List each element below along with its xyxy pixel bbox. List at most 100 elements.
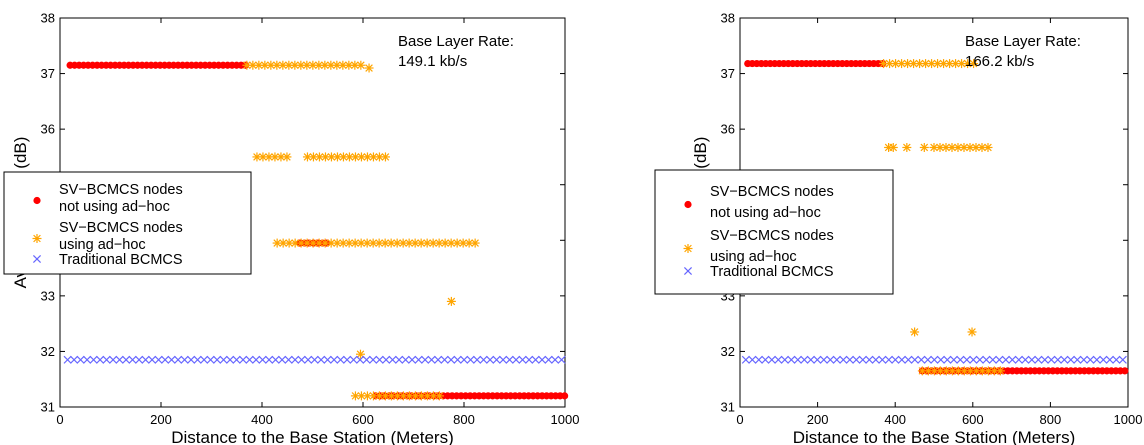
data-point [953, 142, 963, 152]
data-point [774, 355, 783, 364]
y-tick-label: 31 [721, 400, 735, 415]
x-axis-label: Distance to the Base Station (Meters) [793, 428, 1076, 445]
data-point [1105, 355, 1114, 364]
legend-label: not using ad−hoc [59, 199, 170, 215]
data-point [76, 355, 85, 364]
data-point [374, 238, 384, 248]
data-point [962, 355, 971, 364]
data-point [336, 355, 345, 364]
x-tick-label: 600 [352, 412, 374, 427]
data-point [943, 355, 952, 364]
data-point [969, 59, 979, 69]
y-tick-label: 31 [41, 400, 55, 415]
data-point [122, 355, 131, 364]
data-point [921, 59, 931, 69]
data-point [96, 355, 105, 364]
legend-label: not using ad−hoc [710, 205, 821, 221]
rate-annotation: Base Layer Rate: [965, 33, 1081, 50]
data-point [935, 142, 945, 152]
data-point [1047, 355, 1056, 364]
data-point [278, 355, 287, 364]
chart-2: 313233343536373802004006008001000Distanc… [654, 11, 1142, 445]
data-point [1092, 355, 1101, 364]
x-tick-label: 400 [884, 412, 906, 427]
data-point [1060, 355, 1069, 364]
data-point [401, 355, 410, 364]
data-point [282, 152, 292, 162]
x-tick-label: 600 [962, 412, 984, 427]
data-point [1021, 355, 1030, 364]
data-point [453, 355, 462, 364]
data-point [800, 355, 809, 364]
data-point [264, 152, 274, 162]
x-tick-label: 800 [453, 412, 475, 427]
data-point [832, 355, 841, 364]
data-point [878, 355, 887, 364]
data-point [871, 355, 880, 364]
series-2 [879, 59, 1005, 376]
data-point [408, 355, 417, 364]
rate-annotation: Base Layer Rate: [398, 33, 514, 50]
data-point [350, 152, 360, 162]
data-point [460, 355, 469, 364]
data-point [135, 355, 144, 364]
x-tick-label: 200 [150, 412, 172, 427]
legend-marker [683, 266, 693, 276]
data-point [470, 238, 480, 248]
data-point [200, 355, 209, 364]
data-point [910, 355, 919, 364]
data-point [258, 355, 267, 364]
legend-label: SV−BCMCS nodes [710, 228, 834, 244]
data-point [1099, 355, 1108, 364]
y-tick-label: 38 [41, 11, 55, 26]
data-point [317, 355, 326, 364]
legend-marker [684, 200, 692, 209]
series-3 [741, 355, 1127, 364]
data-point [879, 59, 889, 69]
data-point [89, 355, 98, 364]
data-point [1112, 355, 1121, 364]
data-point [332, 60, 342, 70]
data-point [434, 355, 443, 364]
data-point [388, 355, 397, 364]
data-point [839, 355, 848, 364]
data-point [492, 355, 501, 364]
data-point [270, 152, 280, 162]
legend-marker [33, 196, 41, 205]
data-point [404, 238, 414, 248]
data-point [167, 355, 176, 364]
data-point [260, 60, 270, 70]
data-point [362, 238, 372, 248]
x-tick-label: 0 [736, 412, 743, 427]
x-tick-label: 400 [251, 412, 273, 427]
rate-annotation: 166.2 kb/s [965, 53, 1034, 70]
data-point [761, 355, 770, 364]
data-point [416, 391, 426, 401]
data-point [154, 355, 163, 364]
data-point [330, 355, 339, 364]
data-point [988, 355, 997, 364]
x-tick-label: 200 [807, 412, 829, 427]
data-point [813, 355, 822, 364]
data-point [380, 152, 390, 162]
data-point [206, 355, 215, 364]
data-point [245, 355, 254, 364]
data-point [410, 238, 420, 248]
series-1 [744, 59, 1129, 375]
data-point [1073, 355, 1082, 364]
data-point [473, 355, 482, 364]
data-point [1014, 355, 1023, 364]
data-point [447, 355, 456, 364]
data-point [923, 355, 932, 364]
y-tick-label: 36 [721, 122, 735, 137]
data-point [1034, 355, 1043, 364]
data-point [83, 355, 92, 364]
data-point [982, 355, 991, 364]
y-tick-label: 37 [721, 66, 735, 81]
data-point [971, 366, 981, 376]
x-tick-label: 1000 [551, 412, 580, 427]
data-point [446, 296, 456, 306]
data-point [161, 355, 170, 364]
data-point [266, 60, 276, 70]
data-point [284, 355, 293, 364]
